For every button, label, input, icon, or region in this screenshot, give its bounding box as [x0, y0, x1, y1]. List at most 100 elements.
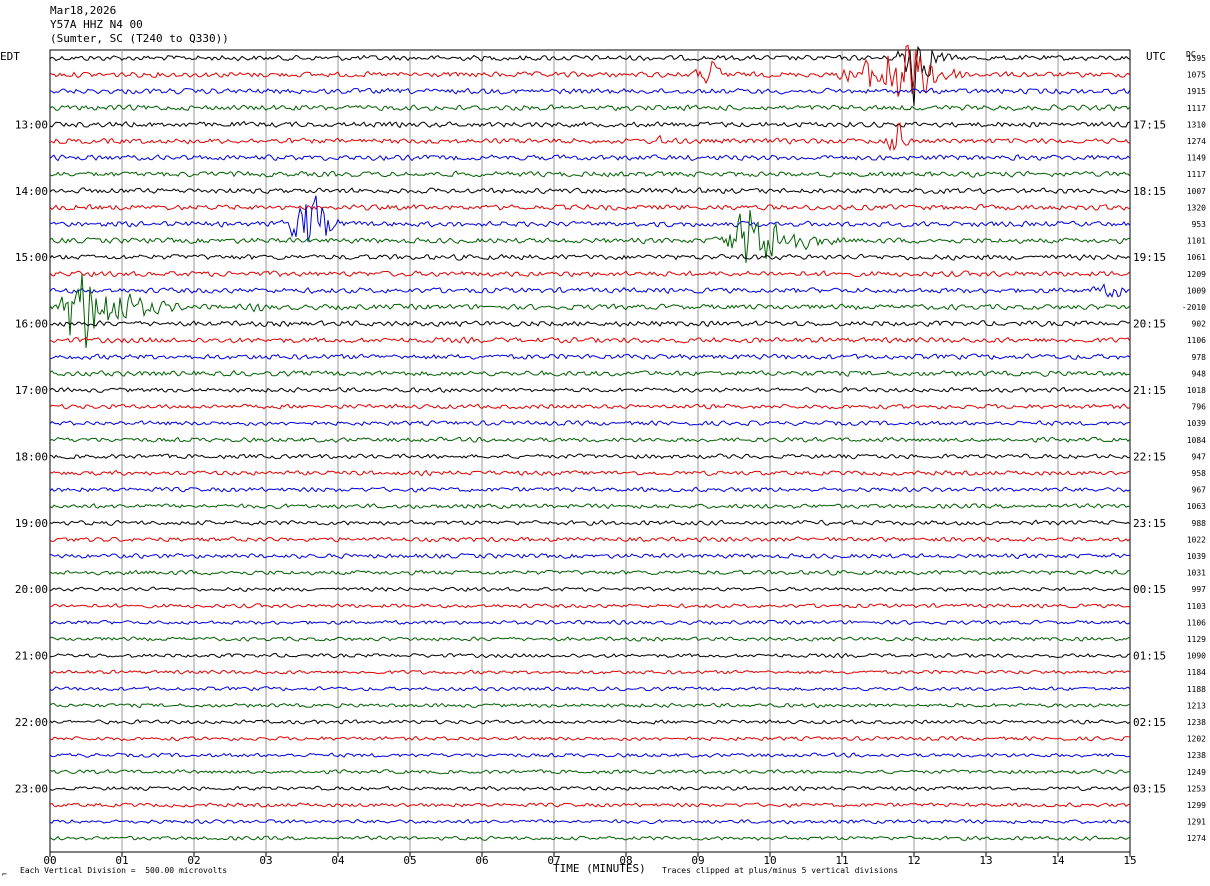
trace-green [49, 209, 1131, 263]
trace-blue [49, 87, 1131, 95]
trace-green [49, 503, 1131, 510]
dc-offset-label: 1090 [1187, 652, 1206, 661]
trace-red [49, 203, 1131, 211]
trace-black [49, 519, 1131, 526]
trace-black [49, 120, 1131, 129]
right-hour-label: 22:15 [1133, 450, 1166, 463]
trace-green [49, 369, 1131, 377]
trace-blue [49, 283, 1131, 299]
dc-offset-label: 1395 [1187, 54, 1206, 63]
trace-black [49, 253, 1131, 261]
trace-green [49, 835, 1131, 841]
x-tick-label: 06 [475, 854, 488, 867]
dc-offset-label: 988 [1192, 519, 1207, 528]
trace-black [49, 320, 1131, 328]
trace-blue [49, 686, 1131, 692]
trace-blue [49, 486, 1131, 493]
dc-offset-label: 1061 [1187, 253, 1206, 262]
left-hour-label: 15:00 [15, 251, 48, 264]
trace-green [49, 769, 1131, 775]
trace-blue [49, 420, 1131, 427]
dc-offset-label: 1184 [1187, 668, 1206, 677]
trace-red [49, 469, 1131, 477]
trace-black [49, 386, 1131, 394]
station-label: Y57A HHZ N4 00 [50, 18, 143, 31]
x-tick-label: 11 [835, 854, 848, 867]
trace-red [49, 669, 1131, 675]
trace-green [49, 636, 1131, 642]
trace-red [49, 336, 1131, 344]
x-tick-label: 09 [691, 854, 704, 867]
dc-offset-label: 1039 [1187, 552, 1206, 561]
left-hour-label: 19:00 [15, 517, 48, 530]
dc-offset-label: 1915 [1187, 87, 1206, 96]
dc-offset-label: 1249 [1187, 768, 1206, 777]
x-tick-label: 10 [763, 854, 776, 867]
trace-green [49, 436, 1131, 443]
dc-offset-label: 1031 [1187, 569, 1206, 578]
dc-offset-label: 948 [1192, 369, 1207, 378]
left-hour-label: 16:00 [15, 318, 48, 331]
x-tick-label: 03 [259, 854, 272, 867]
trace-black [49, 785, 1131, 792]
plot-header: Mar18,2026 Y57A HHZ N4 00 (Sumter, SC (T… [50, 4, 229, 46]
dc-offset-label: 796 [1192, 403, 1207, 412]
trace-black [49, 45, 1131, 107]
dc-offset-label: 1018 [1187, 386, 1206, 395]
dc-offset-label: 1039 [1187, 419, 1206, 428]
right-hour-label: 23:15 [1133, 517, 1166, 530]
dc-offset-label: 1274 [1187, 834, 1206, 843]
right-hour-label: 19:15 [1133, 251, 1166, 264]
dc-offset-label: 947 [1192, 452, 1207, 461]
dc-offset-label: 1007 [1187, 187, 1206, 196]
trace-green [49, 569, 1130, 576]
trace-green [49, 274, 1131, 349]
right-hour-label: 02:15 [1133, 716, 1166, 729]
trace-green [49, 104, 1131, 112]
trace-red [49, 602, 1131, 609]
corner-mark: ⌐ [2, 870, 7, 879]
trace-red [49, 802, 1131, 808]
trace-blue [49, 154, 1131, 162]
x-tick-label: 14 [1051, 854, 1065, 867]
right-hour-label: 21:15 [1133, 384, 1166, 397]
x-tick-label: 01 [115, 854, 128, 867]
dc-offset-label: 1106 [1187, 336, 1206, 345]
trace-red [49, 735, 1131, 742]
dc-offset-label: 1101 [1187, 237, 1206, 246]
dc-offset-label: 1149 [1187, 154, 1206, 163]
right-hour-label: 20:15 [1133, 318, 1166, 331]
dc-offset-label: 1188 [1187, 685, 1206, 694]
trace-green [49, 170, 1131, 178]
dc-offset-label: 953 [1192, 220, 1207, 229]
dc-offset-label: -2010 [1182, 303, 1206, 312]
x-tick-label: 05 [403, 854, 416, 867]
x-tick-label: 15 [1123, 854, 1136, 867]
left-hour-label: 21:00 [15, 650, 48, 663]
location-label: (Sumter, SC (T240 to Q330)) [50, 32, 229, 45]
trace-blue [49, 818, 1131, 825]
dc-offset-label: 1106 [1187, 618, 1206, 627]
dc-offset-label: 1274 [1187, 137, 1206, 146]
left-hour-label: 17:00 [15, 384, 48, 397]
scale-note: Each Vertical Division = 500.00 microvol… [20, 866, 228, 875]
dc-offset-label: 1063 [1187, 502, 1206, 511]
dc-offset-label: 1202 [1187, 735, 1206, 744]
left-hour-label: 14:00 [15, 185, 48, 198]
date-label: Mar18,2026 [50, 4, 117, 17]
dc-offset-label: 1291 [1187, 818, 1206, 827]
dc-offset-label: 1310 [1187, 120, 1206, 129]
clip-note: Traces clipped at plus/minus 5 vertical … [662, 866, 899, 875]
x-tick-label: 12 [907, 854, 920, 867]
dc-offset-label: 1129 [1187, 635, 1206, 644]
trace-black [49, 719, 1131, 725]
dc-offset-label: 978 [1192, 353, 1207, 362]
left-hour-label: 23:00 [15, 782, 48, 795]
dc-offset-label: 1238 [1187, 751, 1206, 760]
dc-offset-label: 1299 [1187, 801, 1206, 810]
dc-offset-label: 958 [1192, 469, 1207, 478]
trace-black [49, 652, 1131, 659]
dc-offset-label: 1253 [1187, 784, 1206, 793]
left-timezone-label: EDT [0, 50, 20, 63]
